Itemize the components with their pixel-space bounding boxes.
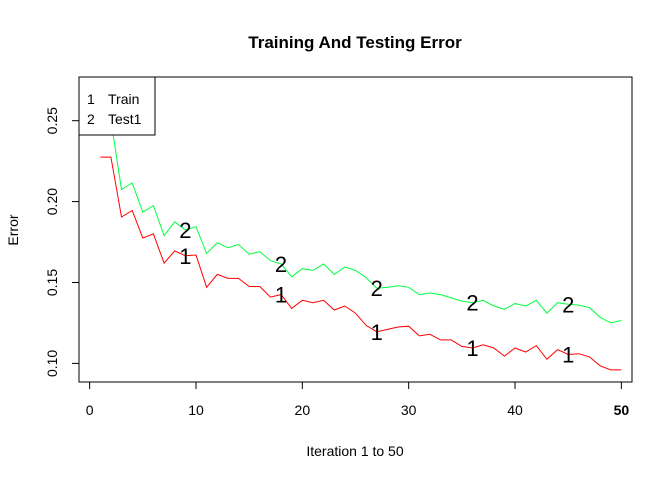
series-marker-train: 1 <box>275 283 287 308</box>
legend-box <box>78 76 156 136</box>
series-line-train <box>100 156 622 371</box>
y-tick-label: 0.10 <box>44 350 60 377</box>
x-tick-label: 30 <box>401 402 417 418</box>
series-marker-test1: 2 <box>179 218 191 243</box>
y-tick-label: 0.25 <box>44 107 60 134</box>
x-tick-label: 40 <box>507 402 523 418</box>
series-marker-train: 1 <box>466 336 478 361</box>
x-tick-label: 10 <box>188 402 204 418</box>
x-axis: 0 10 20 30 40 50 <box>86 381 630 418</box>
series-marker-test1: 2 <box>275 252 287 277</box>
x-tick-label: 0 <box>86 402 94 418</box>
legend-symbol-1: 1 <box>87 91 95 107</box>
chart-title: Training And Testing Error <box>248 33 462 52</box>
x-tick-label: 50 <box>614 402 630 418</box>
series-line-test1 <box>100 119 622 324</box>
y-axis-label: Error <box>5 214 21 245</box>
series-marker-test1: 2 <box>371 276 383 301</box>
y-tick-label: 0.15 <box>44 269 60 296</box>
series-marker-test1: 2 <box>466 291 478 316</box>
series-lines <box>100 119 622 371</box>
y-tick-label: 0.20 <box>44 188 60 215</box>
legend-label-train: Train <box>108 91 139 107</box>
y-axis: 0.10 0.15 0.20 0.25 <box>44 107 80 377</box>
legend: 1 Train 2 Test1 <box>78 76 156 136</box>
series-marker-train: 1 <box>179 244 191 269</box>
series-marker-train: 1 <box>562 342 574 367</box>
series-marker-train: 1 <box>371 320 383 345</box>
x-axis-label: Iteration 1 to 50 <box>306 443 404 459</box>
legend-symbol-2: 2 <box>87 111 95 127</box>
series-marker-test1: 2 <box>562 292 574 317</box>
legend-label-test1: Test1 <box>108 111 142 127</box>
x-tick-label: 20 <box>295 402 311 418</box>
